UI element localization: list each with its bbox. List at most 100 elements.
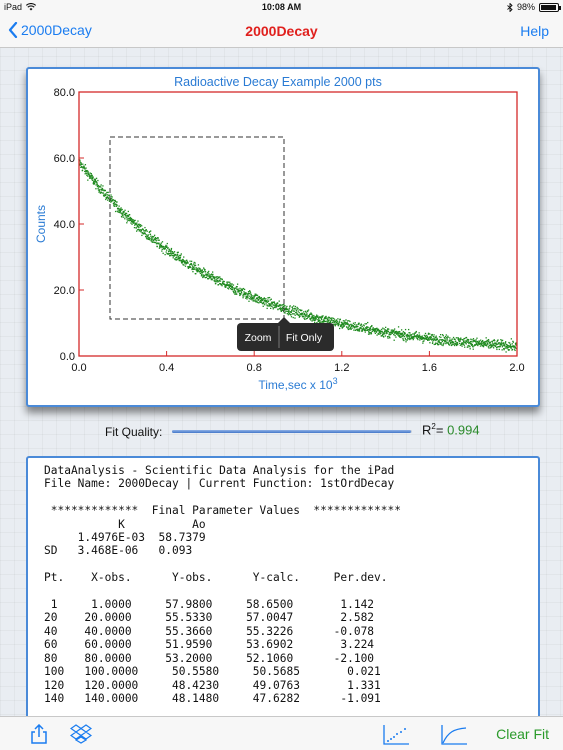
data-point bbox=[288, 310, 290, 313]
fit-only-button[interactable]: Fit Only bbox=[286, 332, 323, 344]
data-point bbox=[296, 306, 298, 309]
data-point bbox=[226, 284, 229, 287]
data-point bbox=[223, 280, 225, 283]
data-point bbox=[139, 224, 142, 226]
data-point bbox=[182, 264, 184, 266]
data-point bbox=[169, 252, 172, 255]
data-point bbox=[160, 242, 163, 244]
data-point bbox=[460, 338, 462, 341]
data-point bbox=[457, 338, 459, 340]
data-point bbox=[410, 338, 412, 340]
data-point bbox=[113, 202, 115, 205]
data-point bbox=[129, 220, 131, 222]
data-point bbox=[359, 324, 362, 326]
data-point bbox=[388, 332, 391, 334]
data-point bbox=[478, 341, 481, 343]
data-point bbox=[420, 337, 422, 339]
data-point bbox=[318, 320, 320, 323]
data-point bbox=[406, 333, 409, 336]
data-point bbox=[256, 300, 258, 302]
data-point bbox=[152, 236, 154, 238]
data-point bbox=[471, 343, 474, 346]
results-panel[interactable]: DataAnalysis - Scientific Data Analysis … bbox=[26, 456, 540, 740]
data-point bbox=[112, 199, 114, 201]
data-point bbox=[509, 345, 511, 347]
data-point bbox=[502, 342, 505, 344]
data-point bbox=[261, 303, 264, 305]
data-point bbox=[407, 337, 409, 339]
data-point bbox=[209, 276, 212, 278]
data-point bbox=[457, 343, 459, 346]
data-point bbox=[419, 339, 421, 341]
data-point bbox=[288, 308, 291, 310]
data-point bbox=[229, 281, 231, 283]
data-point bbox=[178, 259, 180, 262]
data-point bbox=[475, 340, 477, 342]
data-point bbox=[269, 303, 271, 306]
data-point bbox=[390, 333, 392, 335]
dropbox-button[interactable] bbox=[69, 724, 93, 749]
data-point bbox=[382, 331, 384, 334]
data-point bbox=[436, 342, 438, 344]
data-point bbox=[429, 342, 431, 344]
curve-fit-button[interactable] bbox=[440, 724, 468, 750]
data-point bbox=[187, 262, 189, 264]
data-point bbox=[318, 317, 320, 319]
data-point bbox=[476, 343, 478, 345]
data-point bbox=[415, 335, 417, 337]
data-point bbox=[181, 260, 183, 262]
data-point bbox=[407, 335, 409, 337]
data-point bbox=[334, 325, 336, 327]
data-point bbox=[451, 344, 453, 346]
data-point bbox=[337, 318, 339, 320]
scatter-plot-button[interactable] bbox=[382, 724, 410, 750]
data-point bbox=[131, 218, 133, 220]
data-point bbox=[158, 247, 161, 249]
data-point bbox=[333, 318, 336, 320]
data-point bbox=[386, 336, 389, 338]
data-point bbox=[181, 262, 183, 264]
data-point bbox=[262, 298, 265, 300]
data-point bbox=[432, 339, 434, 341]
data-point bbox=[364, 329, 367, 331]
data-point bbox=[339, 318, 341, 321]
chart-panel[interactable]: Radioactive Decay Example 2000 pts 0.0 0.… bbox=[26, 67, 540, 407]
results-text[interactable]: DataAnalysis - Scientific Data Analysis … bbox=[44, 464, 401, 705]
data-point bbox=[293, 305, 295, 307]
data-point bbox=[256, 297, 258, 299]
data-point bbox=[422, 336, 424, 339]
data-point bbox=[431, 334, 433, 337]
data-point bbox=[426, 336, 429, 338]
data-point bbox=[264, 300, 266, 303]
data-point bbox=[260, 297, 262, 300]
zoom-selection-box[interactable] bbox=[109, 136, 285, 320]
data-point bbox=[340, 325, 342, 327]
data-point bbox=[365, 327, 367, 330]
data-point bbox=[249, 292, 252, 294]
data-point bbox=[227, 284, 230, 287]
data-point bbox=[284, 312, 286, 314]
r2-sup: 2 bbox=[431, 422, 436, 431]
clear-fit-button[interactable]: Clear Fit bbox=[496, 726, 549, 742]
data-point bbox=[422, 342, 424, 344]
data-point bbox=[321, 316, 324, 318]
data-point bbox=[88, 175, 90, 177]
back-button[interactable]: 2000Decay bbox=[8, 22, 92, 38]
share-button[interactable] bbox=[30, 723, 48, 749]
data-point bbox=[219, 283, 221, 285]
data-point bbox=[397, 331, 399, 334]
data-point bbox=[323, 320, 326, 322]
data-point bbox=[287, 308, 289, 310]
data-point bbox=[453, 341, 455, 343]
data-point bbox=[150, 235, 152, 237]
data-point bbox=[462, 343, 465, 345]
data-point bbox=[127, 210, 129, 213]
data-point bbox=[473, 339, 475, 342]
data-point bbox=[429, 338, 432, 340]
zoom-button[interactable]: Zoom bbox=[245, 332, 272, 344]
data-point bbox=[255, 301, 257, 303]
data-point bbox=[235, 287, 237, 289]
help-button[interactable]: Help bbox=[520, 23, 549, 39]
decay-chart[interactable]: Radioactive Decay Example 2000 pts 0.0 0.… bbox=[28, 69, 538, 405]
data-point bbox=[471, 344, 473, 346]
